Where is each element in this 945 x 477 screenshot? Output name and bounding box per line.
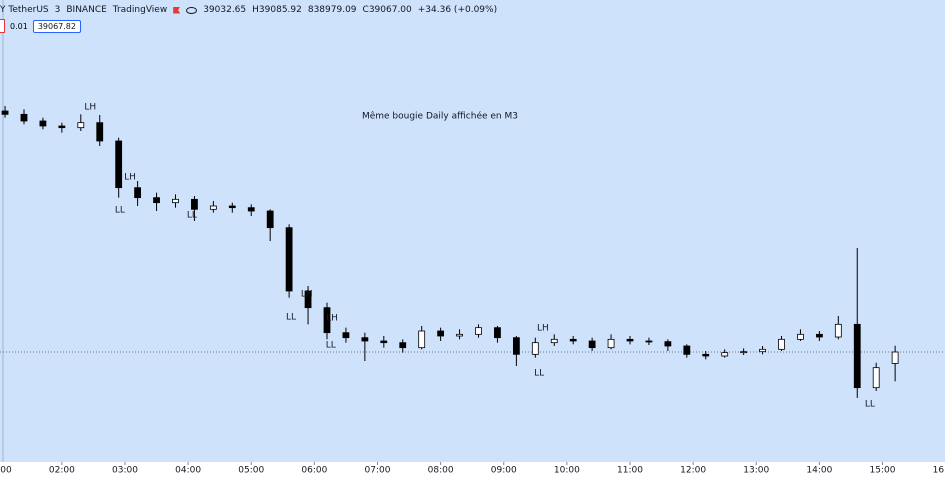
- candle-body: [588, 340, 596, 349]
- candle-body: [797, 333, 804, 340]
- open: 39032.65: [203, 5, 247, 15]
- candle-body: [285, 227, 293, 292]
- x-tick-label: 03:00: [112, 466, 138, 476]
- candle-body: [266, 210, 274, 229]
- annotation: LL: [865, 400, 875, 410]
- close: C39067.00: [362, 5, 412, 15]
- candle-body: [134, 187, 142, 199]
- candle-body: [778, 338, 785, 350]
- candle-body: [664, 341, 672, 347]
- candle-body: [740, 351, 748, 354]
- candle-body: [702, 353, 710, 357]
- candle-body: [342, 332, 350, 339]
- x-tick-label: 10:00: [554, 466, 580, 476]
- time-axis-bg: [0, 462, 945, 477]
- annotation: LH: [301, 290, 313, 300]
- candle-body: [323, 307, 331, 334]
- candle-body: [247, 207, 255, 212]
- source: TradingView: [112, 5, 168, 15]
- x-tick-label: 08:00: [428, 466, 454, 476]
- candle-body: [437, 330, 445, 337]
- candle-body: [153, 197, 160, 204]
- exchange: BINANCE: [66, 5, 107, 15]
- annotation: LH: [326, 314, 338, 324]
- candle-body: [834, 323, 842, 338]
- candle-body: [39, 120, 47, 127]
- x-tick-label: 04:00: [175, 466, 201, 476]
- trade-row: 0.01 39067.82: [0, 19, 81, 33]
- interval[interactable]: 3: [54, 5, 61, 15]
- annotation: LH: [124, 173, 136, 183]
- x-tick-label: 14:00: [806, 466, 832, 476]
- candle-body: [645, 340, 653, 343]
- candle-body: [77, 122, 85, 129]
- candle-body: [512, 337, 520, 355]
- candle-body: [569, 338, 577, 342]
- x-tick-label: 02:00: [49, 466, 75, 476]
- x-tick-label: 15:00: [870, 466, 896, 476]
- legend: Y TetherUS 3 BINANCE TradingView 39032.6…: [0, 3, 497, 17]
- candle-body: [626, 338, 634, 342]
- candle-body: [172, 198, 179, 204]
- candle-body: [531, 342, 539, 355]
- candle-body: [1, 110, 9, 115]
- candle-body: [418, 330, 426, 349]
- annotation: LH: [84, 103, 96, 113]
- x-tick-label: 13:00: [743, 466, 769, 476]
- candle-body: [891, 351, 899, 364]
- candle-body: [228, 205, 236, 209]
- candle-body: [209, 205, 217, 210]
- candle-body: [815, 333, 823, 338]
- buy-button[interactable]: 39067.82: [32, 19, 81, 33]
- x-tick-label: 09:00: [491, 466, 517, 476]
- x-tick-label: 06:00: [301, 466, 327, 476]
- candle-body: [456, 333, 463, 337]
- annotation: Même bougie Daily affichée en M3: [362, 111, 518, 122]
- sell-button[interactable]: [0, 19, 5, 33]
- x-tick-label: 07:00: [365, 466, 391, 476]
- symbol: Y TetherUS: [0, 5, 49, 15]
- annotation: LL: [187, 211, 197, 221]
- plot-bg: [0, 0, 945, 462]
- candle-body: [550, 338, 558, 344]
- candle-body: [399, 342, 407, 349]
- candle-body: [721, 352, 729, 357]
- annotation: LL: [286, 313, 296, 323]
- candle-body: [759, 348, 766, 353]
- flag-icon[interactable]: [173, 6, 181, 14]
- candle-body: [96, 122, 104, 142]
- low: 838979.09: [307, 5, 357, 15]
- x-tick-label: 12:00: [680, 466, 706, 476]
- x-tick-label: 11:00: [617, 466, 643, 476]
- candle-body: [191, 198, 198, 210]
- annotation: LL: [534, 369, 544, 379]
- candle-body: [607, 338, 615, 349]
- candle-body: [683, 345, 691, 355]
- candle-body: [58, 125, 66, 129]
- annotation: LH: [537, 324, 549, 334]
- candle-body: [115, 140, 123, 189]
- high: H39085.92: [252, 5, 302, 15]
- candle-body: [872, 367, 880, 389]
- spread: 0.01: [10, 21, 28, 31]
- annotation: LL: [115, 206, 125, 216]
- candle-body: [494, 327, 501, 339]
- eye-icon[interactable]: [186, 6, 198, 14]
- change: +34.36 (+0.09%): [417, 5, 498, 15]
- candle-body: [304, 290, 312, 309]
- candle-body: [853, 323, 861, 389]
- annotation: LL: [326, 341, 336, 351]
- candle-body: [380, 340, 388, 344]
- x-tick-label: 16:00: [933, 466, 945, 476]
- candle-body: [475, 327, 482, 335]
- x-tick-label: 01:00: [0, 466, 12, 476]
- candle-body: [20, 113, 28, 122]
- candle-body: [361, 337, 369, 342]
- x-tick-label: 05:00: [238, 466, 264, 476]
